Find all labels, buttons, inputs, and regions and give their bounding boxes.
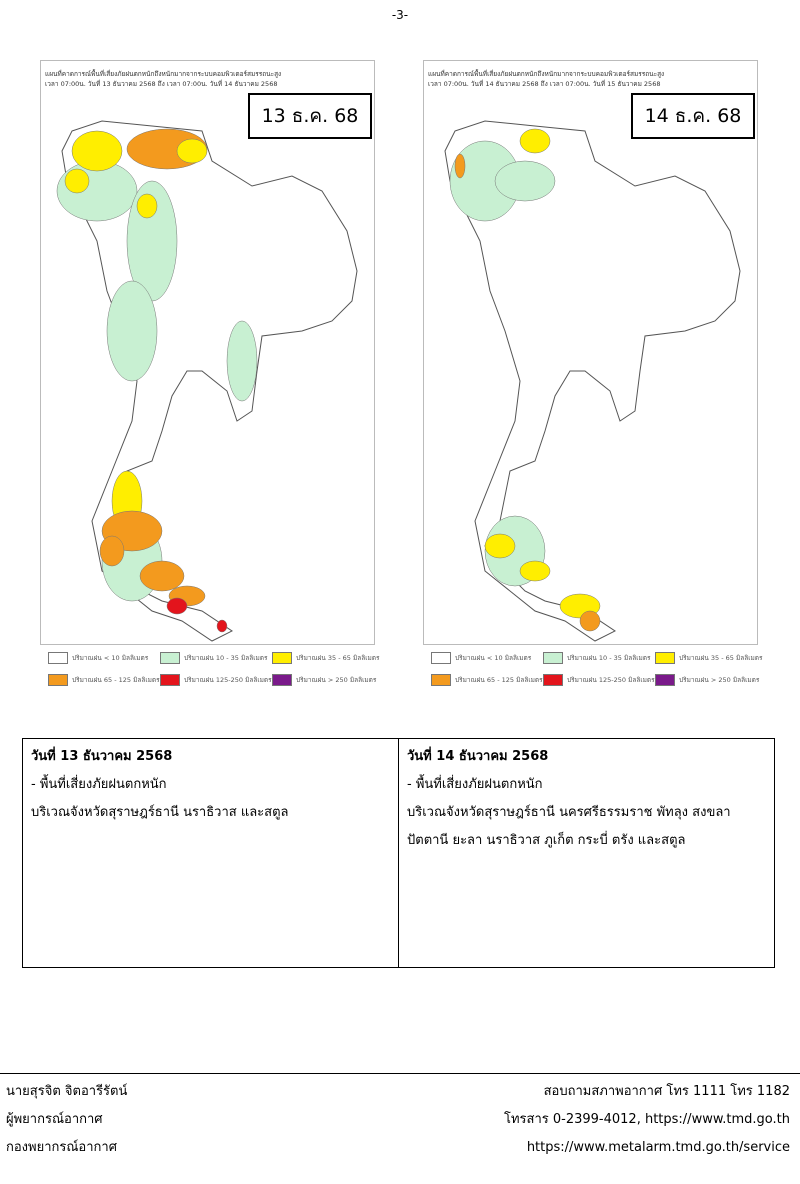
- legend-swatch: [431, 674, 451, 686]
- legend-label: ปริมาณฝน > 250 มิลลิเมตร: [296, 676, 377, 684]
- map-subtitle: เวลา 07:00น. วันที่ 14 ธันวาคม 2568 ถึง …: [428, 80, 661, 88]
- footer-line: ผู้พยากรณ์อากาศ: [6, 1112, 103, 1127]
- rain-area: [519, 560, 551, 582]
- rain-area: [99, 535, 125, 567]
- cell-heading: วันที่ 13 ธันวาคม 2568: [31, 749, 173, 764]
- cell-line: - พื้นที่เสี่ยงภัยฝนตกหนัก: [407, 777, 543, 792]
- legend-swatch: [431, 652, 451, 664]
- legend: ปริมาณฝน < 10 มิลลิเมตร ปริมาณฝน 10 - 35 …: [423, 652, 762, 694]
- cell-line: - พื้นที่เสี่ยงภัยฝนตกหนัก: [31, 777, 167, 792]
- legend-label: ปริมาณฝน < 10 มิลลิเมตร: [72, 654, 149, 662]
- map: [56, 120, 358, 642]
- table-cell: วันที่ 13 ธันวาคม 2568 - พื้นที่เสี่ยงภัย…: [22, 738, 399, 968]
- legend-label: ปริมาณฝน 10 - 35 มิลลิเมตร: [184, 654, 268, 662]
- legend-swatch: [543, 674, 563, 686]
- cell-line: บริเวณจังหวัดสุราษฎร์ธานี นราธิวาส และสต…: [31, 805, 289, 820]
- info-table: วันที่ 13 ธันวาคม 2568 - พื้นที่เสี่ยงภัย…: [22, 738, 775, 968]
- cell-line: ปัตตานี ยะลา นราธิวาส ภูเก็ต กระบี่ ตรัง…: [407, 833, 686, 848]
- map-title: แผนที่คาดการณ์พื้นที่เสี่ยงภัยฝนตกหนักถึ…: [45, 70, 282, 78]
- legend-label: ปริมาณฝน > 250 มิลลิเมตร: [679, 676, 760, 684]
- legend-item: ปริมาณฝน 10 - 35 มิลลิเมตร: [543, 652, 650, 664]
- rain-area: [484, 533, 516, 559]
- footer-line: โทรสาร 0-2399-4012, https://www.tmd.go.t…: [504, 1112, 790, 1127]
- footer-line: กองพยากรณ์อากาศ: [6, 1140, 117, 1155]
- map-shapes: [444, 120, 741, 642]
- footer-line: สอบถามสภาพอากาศ โทร 1111 โทร 1182: [543, 1084, 790, 1099]
- legend-swatch: [543, 652, 563, 664]
- footer-rule: [0, 1073, 800, 1074]
- table-cell: วันที่ 14 ธันวาคม 2568 - พื้นที่เสี่ยงภัย…: [398, 738, 775, 968]
- cell-heading: วันที่ 14 ธันวาคม 2568: [407, 749, 549, 764]
- rain-area: [216, 619, 228, 633]
- rain-area: [106, 280, 158, 382]
- legend-item: ปริมาณฝน 125-250 มิลลิเมตร: [160, 674, 272, 686]
- footer-right: สอบถามสภาพอากาศ โทร 1111 โทร 1182 โทรสาร …: [504, 1078, 790, 1162]
- rain-area: [64, 168, 90, 194]
- legend-item: ปริมาณฝน 10 - 35 มิลลิเมตร: [160, 652, 267, 664]
- legend-item: ปริมาณฝน > 250 มิลลิเมตร: [272, 674, 376, 686]
- legend-item: ปริมาณฝน < 10 มิลลิเมตร: [431, 652, 531, 664]
- legend-item: ปริมาณฝน 35 - 65 มิลลิเมตร: [272, 652, 379, 664]
- legend-swatch: [655, 674, 675, 686]
- rain-area: [494, 160, 556, 202]
- legend-item: ปริมาณฝน 65 - 125 มิลลิเมตร: [48, 674, 160, 686]
- country: [444, 120, 741, 642]
- rain-area: [166, 597, 188, 615]
- page-number: -3-: [391, 8, 409, 22]
- legend-swatch: [655, 652, 675, 664]
- date-label: 14 ธ.ค. 68: [631, 93, 755, 139]
- legend-item: ปริมาณฝน 65 - 125 มิลลิเมตร: [431, 674, 543, 686]
- legend-label: ปริมาณฝน 65 - 125 มิลลิเมตร: [72, 676, 160, 684]
- legend-label: ปริมาณฝน 125-250 มิลลิเมตร: [567, 676, 655, 684]
- map: [444, 120, 741, 642]
- footer-left: นายสุรจิต จิตอารีรัตน์ผู้พยากรณ์อากาศกอง…: [6, 1078, 127, 1162]
- legend-label: ปริมาณฝน < 10 มิลลิเมตร: [455, 654, 532, 662]
- legend-label: ปริมาณฝน 125-250 มิลลิเมตร: [184, 676, 272, 684]
- cell-line: บริเวณจังหวัดสุราษฎร์ธานี นครศรีธรรมราช …: [407, 805, 731, 820]
- rain-area: [226, 320, 258, 402]
- map-shapes: [56, 120, 358, 642]
- legend-label: ปริมาณฝน 35 - 65 มิลลิเมตร: [296, 654, 380, 662]
- rain-area: [139, 560, 185, 592]
- footer-line: https://www.metalarm.tmd.go.th/service: [526, 1140, 790, 1155]
- footer-line: นายสุรจิต จิตอารีรัตน์: [6, 1084, 128, 1099]
- rain-area: [579, 610, 601, 632]
- rain-area: [71, 130, 123, 172]
- map-panel: แผนที่คาดการณ์พื้นที่เสี่ยงภัยฝนตกหนักถึ…: [423, 60, 758, 645]
- map-subtitle: เวลา 07:00น. วันที่ 13 ธันวาคม 2568 ถึง …: [45, 80, 278, 88]
- date-label: 13 ธ.ค. 68: [248, 93, 372, 139]
- legend-label: ปริมาณฝน 35 - 65 มิลลิเมตร: [679, 654, 763, 662]
- legend-swatch: [160, 674, 180, 686]
- legend-item: ปริมาณฝน 35 - 65 มิลลิเมตร: [655, 652, 762, 664]
- legend-swatch: [272, 674, 292, 686]
- legend-item: ปริมาณฝน < 10 มิลลิเมตร: [48, 652, 148, 664]
- map-title: แผนที่คาดการณ์พื้นที่เสี่ยงภัยฝนตกหนักถึ…: [428, 70, 665, 78]
- rain-area: [454, 153, 466, 179]
- rain-area: [519, 128, 551, 154]
- rain-area: [176, 138, 208, 164]
- legend-label: ปริมาณฝน 65 - 125 มิลลิเมตร: [455, 676, 543, 684]
- legend-item: ปริมาณฝน > 250 มิลลิเมตร: [655, 674, 759, 686]
- legend: ปริมาณฝน < 10 มิลลิเมตร ปริมาณฝน 10 - 35 …: [40, 652, 379, 694]
- legend-swatch: [48, 652, 68, 664]
- legend-label: ปริมาณฝน 10 - 35 มิลลิเมตร: [567, 654, 651, 662]
- map-panel: แผนที่คาดการณ์พื้นที่เสี่ยงภัยฝนตกหนักถึ…: [40, 60, 375, 645]
- legend-item: ปริมาณฝน 125-250 มิลลิเมตร: [543, 674, 655, 686]
- legend-swatch: [160, 652, 180, 664]
- legend-swatch: [48, 674, 68, 686]
- rain-area: [136, 193, 158, 219]
- legend-swatch: [272, 652, 292, 664]
